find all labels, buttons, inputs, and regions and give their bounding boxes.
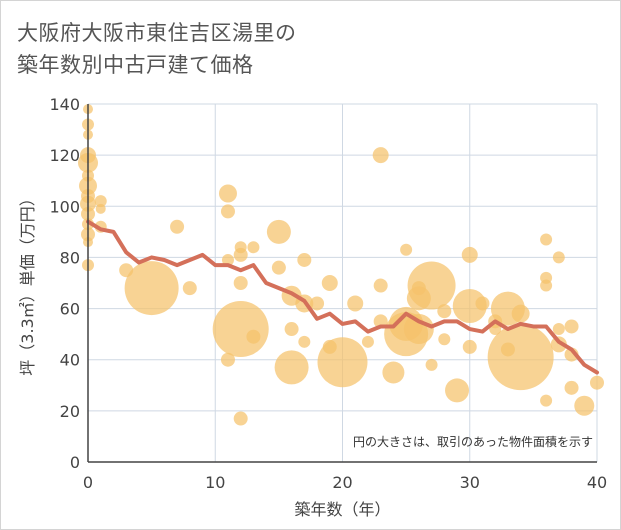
y-tick-label: 60 xyxy=(60,300,80,319)
data-bubble xyxy=(124,261,179,316)
data-bubble xyxy=(452,289,487,324)
y-tick-label: 20 xyxy=(60,402,80,421)
data-bubble xyxy=(220,352,235,367)
data-bubble xyxy=(540,394,553,407)
data-bubble xyxy=(317,337,368,388)
data-bubble xyxy=(574,395,595,416)
grid xyxy=(88,103,598,462)
data-bubble xyxy=(540,233,553,246)
data-bubble xyxy=(221,253,234,266)
data-bubble xyxy=(212,301,269,358)
data-bubble xyxy=(298,335,311,348)
data-bubble xyxy=(284,322,299,337)
y-tick-label: 120 xyxy=(49,146,80,165)
y-tick-label: 100 xyxy=(49,197,80,216)
data-bubble xyxy=(233,411,248,426)
x-tick-label: 40 xyxy=(587,473,607,492)
data-bubble xyxy=(552,251,565,264)
data-bubble xyxy=(564,319,579,334)
data-bubble xyxy=(95,203,106,214)
axes: 0 20 40 60 80 100 120 140 0 10 20 30 40 xyxy=(49,95,607,492)
data-bubble xyxy=(182,281,197,296)
data-bubble xyxy=(170,219,185,234)
data-bubble xyxy=(218,184,237,203)
data-bubble xyxy=(445,378,470,403)
data-bubble xyxy=(462,339,477,354)
data-bubble xyxy=(550,336,567,353)
chart-title-line1: 大阪府大阪市東住吉区湯里の xyxy=(17,21,297,45)
data-bubble xyxy=(425,358,438,371)
y-tick-label: 0 xyxy=(70,453,80,472)
x-axis-title: 築年数（年） xyxy=(294,500,390,519)
trend-line xyxy=(86,219,599,375)
data-bubble xyxy=(403,314,434,345)
data-bubble xyxy=(373,278,388,293)
data-bubble xyxy=(407,261,456,310)
data-bubble xyxy=(564,380,579,395)
y-axis-title: 坪（3.3㎡）単価（万円） xyxy=(18,190,37,375)
data-bubble xyxy=(475,296,490,311)
data-bubble xyxy=(297,252,312,267)
data-bubble xyxy=(271,260,286,275)
trend-series xyxy=(86,219,599,375)
data-bubble xyxy=(400,243,413,256)
data-bubble xyxy=(487,324,554,391)
data-bubble xyxy=(266,219,291,244)
data-bubble xyxy=(233,276,248,290)
data-bubble xyxy=(552,323,565,336)
x-tick-label: 30 xyxy=(460,473,480,492)
x-tick-label: 20 xyxy=(332,473,352,492)
data-bubble xyxy=(310,296,325,311)
data-bubble xyxy=(347,295,364,312)
x-tick-label: 10 xyxy=(205,473,225,492)
x-tick-label: 0 xyxy=(83,473,93,492)
data-bubble xyxy=(372,147,389,164)
data-bubble xyxy=(461,246,478,263)
data-bubble xyxy=(590,375,604,390)
data-bubble xyxy=(247,241,260,254)
data-bubble xyxy=(361,335,374,348)
chart-title: 大阪府大阪市東住吉区湯里の 築年数別中古戸建て価格 xyxy=(17,17,537,81)
data-bubble xyxy=(382,361,405,384)
data-bubble xyxy=(437,304,452,319)
bubble-series xyxy=(78,104,604,426)
data-bubble xyxy=(220,204,235,219)
chart-title-line2: 築年数別中古戸建て価格 xyxy=(17,53,254,77)
data-bubble xyxy=(274,350,309,385)
data-bubble xyxy=(246,329,261,344)
y-tick-label: 140 xyxy=(49,95,80,114)
data-bubble xyxy=(540,279,553,292)
data-bubble xyxy=(94,195,107,208)
data-bubble xyxy=(233,247,248,262)
data-bubble xyxy=(438,333,451,346)
data-bubble xyxy=(321,275,338,291)
y-tick-label: 80 xyxy=(60,248,80,267)
y-tick-label: 40 xyxy=(60,351,80,370)
data-bubble xyxy=(511,304,530,323)
chart-annotation: 円の大きさは、取引のあった物件面積を示す xyxy=(353,434,593,449)
